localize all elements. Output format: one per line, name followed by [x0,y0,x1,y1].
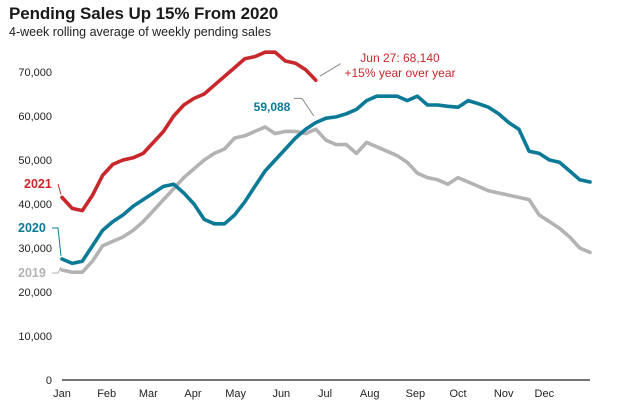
x-tick-label-may: May [225,388,246,400]
callout-2020-value: 59,088 [254,100,291,114]
series-label-2020: 2020 [18,221,46,235]
series-leader-2020 [52,227,62,257]
y-tick-label-10000: 10,000 [18,331,52,343]
callout-leader-2021 [319,63,341,77]
x-tick-label-jun: Jun [272,388,290,400]
callout-2021-line2: +15% year over year [344,66,455,80]
x-tick-label-oct: Oct [449,388,466,400]
callout-leader-2020 [293,97,315,117]
series-line-2021 [60,50,318,213]
y-tick-label-70000: 70,000 [18,67,52,79]
series-leader-2021 [57,183,62,195]
series-line-2019 [60,125,592,275]
series-line-2020 [60,94,592,266]
x-tick-label-jul: Jul [318,388,332,400]
x-tick-label-apr: Apr [184,388,201,400]
series-label-2021: 2021 [24,177,52,191]
series-label-2019: 2019 [18,266,46,280]
x-tick-label-nov: Nov [494,388,514,400]
chart-subtitle: 4-week rolling average of weekly pending… [9,25,271,39]
y-tick-label-40000: 40,000 [18,199,52,211]
y-tick-label-30000: 30,000 [18,243,52,255]
chart-title: Pending Sales Up 15% From 2020 [9,4,279,23]
y-tick-label-50000: 50,000 [18,155,52,167]
y-tick-label-20000: 20,000 [18,287,52,299]
x-tick-label-sep: Sep [406,388,426,400]
y-tick-label-0: 0 [46,375,52,387]
x-tick-label-feb: Feb [97,388,116,400]
series-leader-2019 [52,266,62,274]
x-tick-label-dec: Dec [535,388,555,400]
x-tick-label-aug: Aug [360,388,380,400]
x-tick-label-mar: Mar [139,388,158,400]
y-tick-label-60000: 60,000 [18,111,52,123]
x-tick-label-jan: Jan [53,388,71,400]
callout-2021-line1: Jun 27: 68,140 [360,51,440,65]
